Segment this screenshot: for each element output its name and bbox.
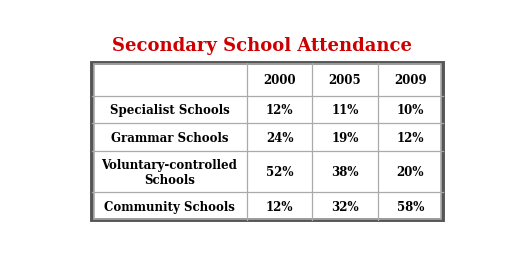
Text: 10%: 10% (397, 103, 424, 116)
Text: 20%: 20% (397, 166, 424, 179)
Text: 19%: 19% (331, 131, 359, 144)
Text: Secondary School Attendance: Secondary School Attendance (113, 37, 412, 55)
Text: 32%: 32% (331, 200, 359, 213)
Text: 24%: 24% (266, 131, 293, 144)
Text: 2009: 2009 (394, 73, 426, 86)
Bar (94, 65, 441, 219)
Text: 38%: 38% (331, 166, 359, 179)
Text: 11%: 11% (331, 103, 359, 116)
Text: Grammar Schools: Grammar Schools (111, 131, 228, 144)
Text: 52%: 52% (266, 166, 293, 179)
Text: 2000: 2000 (263, 73, 296, 86)
Bar (92, 64, 443, 220)
Text: Community Schools: Community Schools (104, 200, 235, 213)
Text: 12%: 12% (397, 131, 424, 144)
Text: 58%: 58% (397, 200, 424, 213)
Text: 12%: 12% (266, 200, 293, 213)
Text: Voluntary-controlled
Schools: Voluntary-controlled Schools (101, 158, 238, 186)
Text: Specialist Schools: Specialist Schools (110, 103, 229, 116)
Text: 12%: 12% (266, 103, 293, 116)
Text: 2005: 2005 (329, 73, 361, 86)
